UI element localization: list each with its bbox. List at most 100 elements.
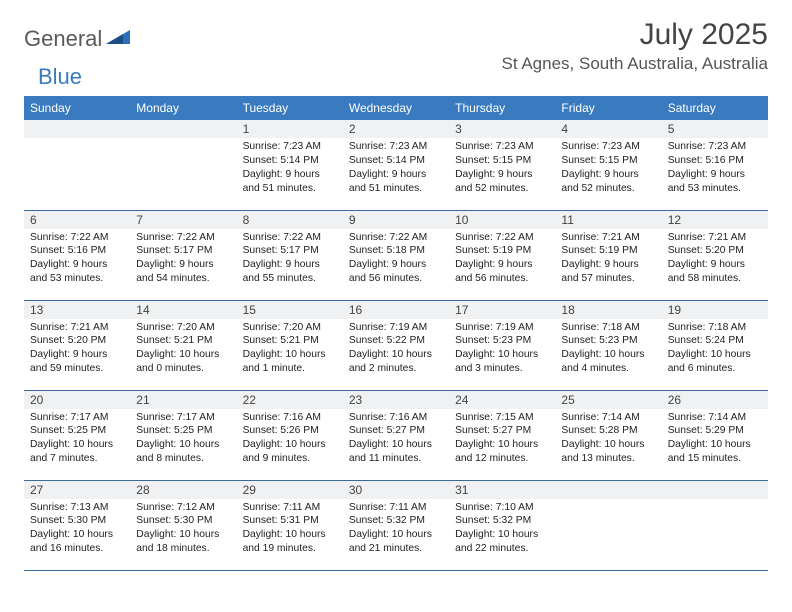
day-info: Sunrise: 7:12 AMSunset: 5:30 PMDaylight:… bbox=[130, 499, 236, 561]
calendar-week-row: 1Sunrise: 7:23 AMSunset: 5:14 PMDaylight… bbox=[24, 120, 768, 210]
day-info: Sunrise: 7:15 AMSunset: 5:27 PMDaylight:… bbox=[449, 409, 555, 471]
calendar-cell bbox=[555, 480, 661, 570]
day-number bbox=[555, 481, 661, 499]
calendar-cell: 29Sunrise: 7:11 AMSunset: 5:31 PMDayligh… bbox=[237, 480, 343, 570]
day-info: Sunrise: 7:20 AMSunset: 5:21 PMDaylight:… bbox=[237, 319, 343, 381]
day-number: 23 bbox=[343, 391, 449, 409]
day-number: 5 bbox=[662, 120, 768, 138]
day-info: Sunrise: 7:23 AMSunset: 5:15 PMDaylight:… bbox=[555, 138, 661, 200]
title-block: July 2025 St Agnes, South Australia, Aus… bbox=[502, 18, 769, 74]
calendar-cell: 10Sunrise: 7:22 AMSunset: 5:19 PMDayligh… bbox=[449, 210, 555, 300]
brand-text-2: Blue bbox=[38, 64, 82, 90]
day-info: Sunrise: 7:22 AMSunset: 5:16 PMDaylight:… bbox=[24, 229, 130, 291]
calendar-cell: 1Sunrise: 7:23 AMSunset: 5:14 PMDaylight… bbox=[237, 120, 343, 210]
calendar-cell: 8Sunrise: 7:22 AMSunset: 5:17 PMDaylight… bbox=[237, 210, 343, 300]
day-info: Sunrise: 7:21 AMSunset: 5:20 PMDaylight:… bbox=[662, 229, 768, 291]
day-info: Sunrise: 7:22 AMSunset: 5:17 PMDaylight:… bbox=[237, 229, 343, 291]
calendar-cell: 2Sunrise: 7:23 AMSunset: 5:14 PMDaylight… bbox=[343, 120, 449, 210]
day-info: Sunrise: 7:22 AMSunset: 5:17 PMDaylight:… bbox=[130, 229, 236, 291]
day-info: Sunrise: 7:14 AMSunset: 5:28 PMDaylight:… bbox=[555, 409, 661, 471]
day-info: Sunrise: 7:23 AMSunset: 5:15 PMDaylight:… bbox=[449, 138, 555, 200]
calendar-cell: 20Sunrise: 7:17 AMSunset: 5:25 PMDayligh… bbox=[24, 390, 130, 480]
day-info: Sunrise: 7:19 AMSunset: 5:23 PMDaylight:… bbox=[449, 319, 555, 381]
day-number: 13 bbox=[24, 301, 130, 319]
calendar-cell: 27Sunrise: 7:13 AMSunset: 5:30 PMDayligh… bbox=[24, 480, 130, 570]
weekday-header: Thursday bbox=[449, 96, 555, 120]
day-info: Sunrise: 7:23 AMSunset: 5:14 PMDaylight:… bbox=[237, 138, 343, 200]
day-info: Sunrise: 7:23 AMSunset: 5:16 PMDaylight:… bbox=[662, 138, 768, 200]
calendar-page: General July 2025 St Agnes, South Austra… bbox=[0, 0, 792, 571]
calendar-cell bbox=[24, 120, 130, 210]
day-info: Sunrise: 7:17 AMSunset: 5:25 PMDaylight:… bbox=[130, 409, 236, 471]
day-number: 21 bbox=[130, 391, 236, 409]
day-info: Sunrise: 7:11 AMSunset: 5:31 PMDaylight:… bbox=[237, 499, 343, 561]
day-info: Sunrise: 7:19 AMSunset: 5:22 PMDaylight:… bbox=[343, 319, 449, 381]
calendar-cell: 30Sunrise: 7:11 AMSunset: 5:32 PMDayligh… bbox=[343, 480, 449, 570]
calendar-cell: 9Sunrise: 7:22 AMSunset: 5:18 PMDaylight… bbox=[343, 210, 449, 300]
day-number: 30 bbox=[343, 481, 449, 499]
calendar-cell: 28Sunrise: 7:12 AMSunset: 5:30 PMDayligh… bbox=[130, 480, 236, 570]
calendar-cell bbox=[662, 480, 768, 570]
day-number: 31 bbox=[449, 481, 555, 499]
day-info: Sunrise: 7:22 AMSunset: 5:19 PMDaylight:… bbox=[449, 229, 555, 291]
day-number: 16 bbox=[343, 301, 449, 319]
day-number: 15 bbox=[237, 301, 343, 319]
day-number bbox=[24, 120, 130, 138]
day-number: 8 bbox=[237, 211, 343, 229]
day-number: 11 bbox=[555, 211, 661, 229]
day-number: 12 bbox=[662, 211, 768, 229]
day-number: 22 bbox=[237, 391, 343, 409]
calendar-cell: 31Sunrise: 7:10 AMSunset: 5:32 PMDayligh… bbox=[449, 480, 555, 570]
day-number: 19 bbox=[662, 301, 768, 319]
calendar-week-row: 6Sunrise: 7:22 AMSunset: 5:16 PMDaylight… bbox=[24, 210, 768, 300]
day-info: Sunrise: 7:21 AMSunset: 5:20 PMDaylight:… bbox=[24, 319, 130, 381]
location-text: St Agnes, South Australia, Australia bbox=[502, 54, 769, 74]
day-number: 14 bbox=[130, 301, 236, 319]
weekday-header: Wednesday bbox=[343, 96, 449, 120]
day-info: Sunrise: 7:18 AMSunset: 5:24 PMDaylight:… bbox=[662, 319, 768, 381]
weekday-header: Saturday bbox=[662, 96, 768, 120]
calendar-cell: 26Sunrise: 7:14 AMSunset: 5:29 PMDayligh… bbox=[662, 390, 768, 480]
day-number: 24 bbox=[449, 391, 555, 409]
calendar-cell: 16Sunrise: 7:19 AMSunset: 5:22 PMDayligh… bbox=[343, 300, 449, 390]
day-number: 9 bbox=[343, 211, 449, 229]
weekday-row: SundayMondayTuesdayWednesdayThursdayFrid… bbox=[24, 96, 768, 120]
day-number: 18 bbox=[555, 301, 661, 319]
calendar-cell: 25Sunrise: 7:14 AMSunset: 5:28 PMDayligh… bbox=[555, 390, 661, 480]
day-number: 29 bbox=[237, 481, 343, 499]
calendar-cell: 23Sunrise: 7:16 AMSunset: 5:27 PMDayligh… bbox=[343, 390, 449, 480]
day-number: 10 bbox=[449, 211, 555, 229]
calendar-cell: 7Sunrise: 7:22 AMSunset: 5:17 PMDaylight… bbox=[130, 210, 236, 300]
calendar-body: 1Sunrise: 7:23 AMSunset: 5:14 PMDaylight… bbox=[24, 120, 768, 570]
day-number: 20 bbox=[24, 391, 130, 409]
day-number: 28 bbox=[130, 481, 236, 499]
day-info: Sunrise: 7:11 AMSunset: 5:32 PMDaylight:… bbox=[343, 499, 449, 561]
day-number: 2 bbox=[343, 120, 449, 138]
day-number: 1 bbox=[237, 120, 343, 138]
weekday-header: Friday bbox=[555, 96, 661, 120]
day-info: Sunrise: 7:14 AMSunset: 5:29 PMDaylight:… bbox=[662, 409, 768, 471]
day-info: Sunrise: 7:16 AMSunset: 5:26 PMDaylight:… bbox=[237, 409, 343, 471]
calendar-week-row: 20Sunrise: 7:17 AMSunset: 5:25 PMDayligh… bbox=[24, 390, 768, 480]
day-info: Sunrise: 7:10 AMSunset: 5:32 PMDaylight:… bbox=[449, 499, 555, 561]
calendar-week-row: 27Sunrise: 7:13 AMSunset: 5:30 PMDayligh… bbox=[24, 480, 768, 570]
calendar-cell: 5Sunrise: 7:23 AMSunset: 5:16 PMDaylight… bbox=[662, 120, 768, 210]
weekday-header: Tuesday bbox=[237, 96, 343, 120]
calendar-cell: 18Sunrise: 7:18 AMSunset: 5:23 PMDayligh… bbox=[555, 300, 661, 390]
day-number: 25 bbox=[555, 391, 661, 409]
calendar-cell bbox=[130, 120, 236, 210]
day-number: 6 bbox=[24, 211, 130, 229]
day-number: 17 bbox=[449, 301, 555, 319]
day-info: Sunrise: 7:23 AMSunset: 5:14 PMDaylight:… bbox=[343, 138, 449, 200]
day-info: Sunrise: 7:22 AMSunset: 5:18 PMDaylight:… bbox=[343, 229, 449, 291]
day-number: 26 bbox=[662, 391, 768, 409]
calendar-week-row: 13Sunrise: 7:21 AMSunset: 5:20 PMDayligh… bbox=[24, 300, 768, 390]
calendar-cell: 15Sunrise: 7:20 AMSunset: 5:21 PMDayligh… bbox=[237, 300, 343, 390]
calendar-cell: 12Sunrise: 7:21 AMSunset: 5:20 PMDayligh… bbox=[662, 210, 768, 300]
calendar-cell: 6Sunrise: 7:22 AMSunset: 5:16 PMDaylight… bbox=[24, 210, 130, 300]
calendar-cell: 19Sunrise: 7:18 AMSunset: 5:24 PMDayligh… bbox=[662, 300, 768, 390]
day-info: Sunrise: 7:18 AMSunset: 5:23 PMDaylight:… bbox=[555, 319, 661, 381]
calendar-cell: 11Sunrise: 7:21 AMSunset: 5:19 PMDayligh… bbox=[555, 210, 661, 300]
calendar-cell: 21Sunrise: 7:17 AMSunset: 5:25 PMDayligh… bbox=[130, 390, 236, 480]
weekday-header: Sunday bbox=[24, 96, 130, 120]
